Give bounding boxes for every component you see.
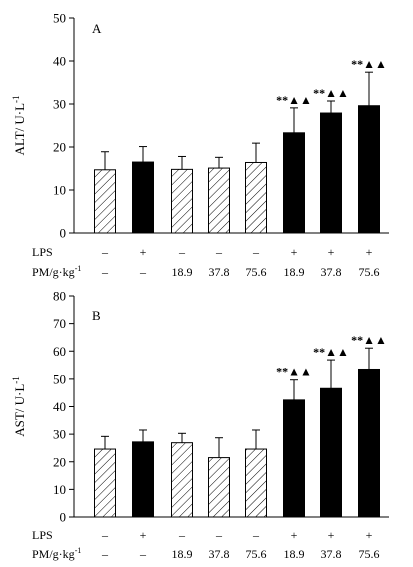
panel-a-pm-label: PM/g·kg-1 xyxy=(32,264,81,279)
panel-a-bar xyxy=(320,112,342,234)
panel-a-lps-value: + xyxy=(366,245,373,259)
panel-b-lps-value: – xyxy=(215,528,223,542)
panel-a-y-tick-label: 40 xyxy=(53,54,66,69)
panel-b-y-axis-title-superscript: -1 xyxy=(11,376,21,384)
panel-a-lps-value: – xyxy=(252,245,260,259)
panel-b-lps-label: LPS xyxy=(32,528,53,542)
panel-a-pm-value: 37.8 xyxy=(209,265,230,279)
panel-a-significance-label: **▲▲ xyxy=(276,93,312,107)
panel-b-bar xyxy=(283,399,305,518)
panel-b-significance-label: **▲▲ xyxy=(313,345,349,359)
panel-b-significance-label: **▲▲ xyxy=(351,333,387,347)
panel-b-panel-label: B xyxy=(92,308,101,323)
panel-b-lps-value: – xyxy=(101,528,109,542)
panel-a-bar xyxy=(132,161,154,234)
panel-b-y-tick-label: 80 xyxy=(53,289,66,304)
panel-b-lps-value: + xyxy=(140,528,147,542)
panel-a-pm-value: – xyxy=(139,265,147,279)
panel-a-y-axis-title-superscript: -1 xyxy=(11,95,21,103)
panel-b-bar xyxy=(208,457,230,518)
panel-a-y-tick-label: 20 xyxy=(53,140,66,155)
panel-a-pm-value: 75.6 xyxy=(359,265,380,279)
panel-a-pm-value: 18.9 xyxy=(284,265,305,279)
panel-a-y-tick-label: 30 xyxy=(53,97,66,112)
panel-b-y-tick-label: 0 xyxy=(60,510,67,525)
panel-b-bar xyxy=(320,387,342,518)
panel-b-pm-value: 75.6 xyxy=(246,547,267,561)
panel-b-lps-value: – xyxy=(178,528,186,542)
panel-a-lps-label: LPS xyxy=(32,245,53,259)
panel-b-pm-label-superscript: -1 xyxy=(75,546,82,555)
panel-b-bar xyxy=(358,368,380,518)
panel-b-y-axis-title: AST/ U·L-1 xyxy=(11,376,27,437)
panel-a-pm-value: 37.8 xyxy=(321,265,342,279)
panel-b-pm-value: 18.9 xyxy=(172,547,193,561)
panel-b-bar xyxy=(245,448,267,518)
panel-b-pm-value: – xyxy=(101,547,109,561)
panel-b-bar xyxy=(171,442,193,518)
panel-b-lps-value: + xyxy=(328,528,335,542)
panel-b-bar xyxy=(94,448,116,518)
panel-b-y-tick-label: 60 xyxy=(53,344,66,359)
panel-b-pm-value: 37.8 xyxy=(321,547,342,561)
panel-a-lps-value: + xyxy=(140,245,147,259)
panel-a-bar xyxy=(245,161,267,234)
panel-a-bar xyxy=(94,169,116,234)
panel-a-pm-value: 75.6 xyxy=(246,265,267,279)
panel-b-significance-label: **▲▲ xyxy=(276,365,312,379)
panel-b-pm-value: – xyxy=(139,547,147,561)
panel-a-significance-label: **▲▲ xyxy=(351,57,387,71)
panel-a-lps-value: – xyxy=(215,245,223,259)
panel-b-pm-value: 75.6 xyxy=(359,547,380,561)
panel-b-pm-value: 37.8 xyxy=(209,547,230,561)
panel-b-y-tick-label: 10 xyxy=(53,482,66,497)
panel-a-y-tick-label: 0 xyxy=(60,226,67,241)
panel-b-lps-value: + xyxy=(291,528,298,542)
panel-a-lps-value: + xyxy=(291,245,298,259)
panel-b-lps-value: + xyxy=(366,528,373,542)
panel-a-bar xyxy=(171,168,193,234)
panel-a-y-tick-label: 10 xyxy=(53,183,66,198)
panel-a-lps-value: – xyxy=(101,245,109,259)
panel-a-significance-label: **▲▲ xyxy=(313,86,349,100)
panel-b-lps-value: – xyxy=(252,528,260,542)
panel-a-y-axis-title: ALT/ U·L-1 xyxy=(11,95,27,155)
panel-b-y-tick-label: 20 xyxy=(53,454,66,469)
panel-a-lps-value: + xyxy=(328,245,335,259)
panel-a-bar xyxy=(283,132,305,234)
panel-a-bar xyxy=(208,167,230,234)
panel-b-y-tick-label: 40 xyxy=(53,399,66,414)
panel-a-y-tick-label: 50 xyxy=(53,11,66,26)
panel-a-lps-value: – xyxy=(178,245,186,259)
panel-b-pm-value: 18.9 xyxy=(284,547,305,561)
panel-a-pm-label-superscript: -1 xyxy=(75,264,82,273)
panel-a-panel-label: A xyxy=(92,21,102,36)
panel-b-bar xyxy=(132,441,154,518)
panel-b-y-tick-label: 70 xyxy=(53,316,66,331)
panel-a-bar xyxy=(358,105,380,234)
panel-b-pm-label: PM/g·kg-1 xyxy=(32,546,81,561)
panel-a-pm-value: 18.9 xyxy=(172,265,193,279)
panel-a-pm-value: – xyxy=(101,265,109,279)
panel-b-y-tick-label: 30 xyxy=(53,427,66,442)
panel-b-y-tick-label: 50 xyxy=(53,371,66,386)
